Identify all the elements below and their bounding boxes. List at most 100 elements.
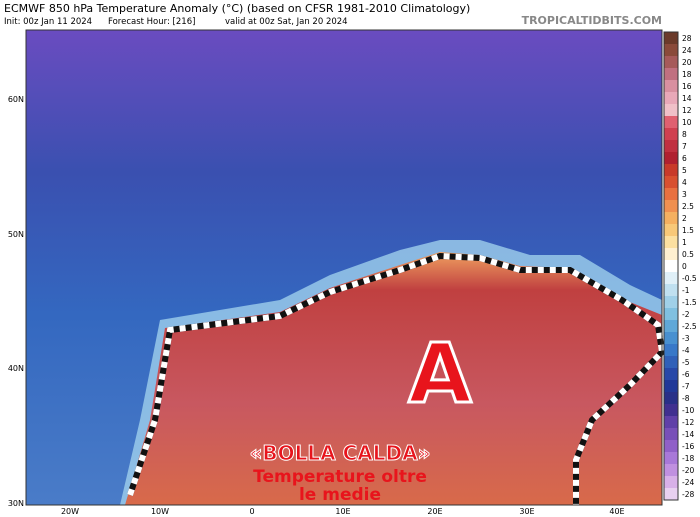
colorbar-label: -8 bbox=[682, 394, 690, 403]
colorbar-label: 18 bbox=[682, 70, 692, 79]
colorbar-swatch bbox=[664, 356, 678, 369]
colorbar-label: -0.5 bbox=[682, 274, 697, 283]
colorbar-label: 7 bbox=[682, 142, 687, 151]
colorbar-swatch bbox=[664, 128, 678, 141]
colorbar-label: 4 bbox=[682, 178, 687, 187]
colorbar-label: 20 bbox=[682, 58, 692, 67]
colorbar-swatch bbox=[664, 44, 678, 57]
longitude-label: 20W bbox=[61, 507, 79, 516]
colorbar-label: 12 bbox=[682, 106, 692, 115]
init-time: Init: 00z Jan 11 2024 bbox=[4, 17, 92, 27]
title: ECMWF 850 hPa Temperature Anomaly (°C) (… bbox=[4, 2, 470, 15]
colorbar-swatch bbox=[664, 188, 678, 201]
colorbar-swatch bbox=[664, 404, 678, 417]
site-credit: TROPICALTIDBITS.COM bbox=[522, 14, 662, 27]
colorbar-label: 1.5 bbox=[682, 226, 694, 235]
colorbar-swatch bbox=[664, 296, 678, 309]
colorbar-label: -18 bbox=[682, 454, 694, 463]
colorbar-swatch bbox=[664, 236, 678, 249]
colorbar-label: -28 bbox=[682, 490, 694, 499]
colorbar-swatch bbox=[664, 68, 678, 81]
longitude-label: 0 bbox=[249, 507, 254, 516]
colorbar-swatch bbox=[664, 344, 678, 357]
colorbar-swatch bbox=[664, 308, 678, 321]
colorbar-swatch bbox=[664, 428, 678, 441]
colorbar-swatch bbox=[664, 200, 678, 213]
colorbar-label: -1 bbox=[682, 286, 690, 295]
colorbar-frame bbox=[663, 31, 679, 501]
colorbar-label: -12 bbox=[682, 418, 694, 427]
colorbar-label: -5 bbox=[682, 358, 690, 367]
colorbar-label: 2.5 bbox=[682, 202, 694, 211]
colorbar-swatch bbox=[664, 224, 678, 237]
colorbar-swatch bbox=[664, 464, 678, 477]
colorbar-swatch bbox=[664, 32, 678, 45]
colorbar-swatch bbox=[664, 272, 678, 285]
longitude-label: 40E bbox=[609, 507, 624, 516]
colorbar-label: -10 bbox=[682, 406, 694, 415]
colorbar-label: 0.5 bbox=[682, 250, 694, 259]
colorbar-label: -24 bbox=[682, 478, 694, 487]
colorbar-label: -3 bbox=[682, 334, 690, 343]
subtitle-line: Temperature oltre bbox=[253, 467, 427, 487]
colorbar-swatch bbox=[664, 104, 678, 117]
colorbar-swatch bbox=[664, 164, 678, 177]
colorbar-label: -16 bbox=[682, 442, 694, 451]
longitude-label: 10W bbox=[151, 507, 169, 516]
latitude-label: 30N bbox=[8, 499, 24, 508]
warm-area bbox=[125, 252, 662, 505]
high-marker: A bbox=[408, 327, 472, 422]
colorbar-label: 0 bbox=[682, 262, 687, 271]
colorbar-label: 24 bbox=[682, 46, 692, 55]
colorbar-label: 1 bbox=[682, 238, 687, 247]
colorbar-swatch bbox=[664, 416, 678, 429]
colorbar-label: -1.5 bbox=[682, 298, 697, 307]
colorbar-swatch bbox=[664, 452, 678, 465]
colorbar-swatch bbox=[664, 260, 678, 273]
colorbar-label: 3 bbox=[682, 190, 687, 199]
colorbar-label: 10 bbox=[682, 118, 692, 127]
colorbar-swatch bbox=[664, 392, 678, 405]
colorbar-label: -7 bbox=[682, 382, 690, 391]
colorbar-swatch bbox=[664, 140, 678, 153]
colorbar-swatch bbox=[664, 92, 678, 105]
colorbar-label: -14 bbox=[682, 430, 694, 439]
longitude-label: 30E bbox=[519, 507, 534, 516]
colorbar-label: 8 bbox=[682, 130, 687, 139]
colorbar-swatch bbox=[664, 332, 678, 345]
colorbar-swatch bbox=[664, 80, 678, 93]
warm-boundary-dashes bbox=[127, 252, 666, 505]
colorbar-swatch bbox=[664, 380, 678, 393]
colorbar-swatch bbox=[664, 152, 678, 165]
valid-time: valid at 00z Sat, Jan 20 2024 bbox=[225, 17, 348, 27]
colorbar-swatch bbox=[664, 440, 678, 453]
colorbar-swatch bbox=[664, 212, 678, 225]
colorbar-label: 5 bbox=[682, 166, 687, 175]
latitude-label: 50N bbox=[8, 230, 24, 239]
colorbar-label: -2 bbox=[682, 310, 690, 319]
longitude-label: 20E bbox=[427, 507, 442, 516]
colorbar-swatch bbox=[664, 476, 678, 489]
colorbar-swatch bbox=[664, 56, 678, 69]
latitude-label: 40N bbox=[8, 364, 24, 373]
longitude-label: 10E bbox=[335, 507, 350, 516]
colorbar-label: -6 bbox=[682, 370, 690, 379]
colorbar-label: 28 bbox=[682, 34, 692, 43]
colorbar-swatch bbox=[664, 284, 678, 297]
colorbar-label: 16 bbox=[682, 82, 692, 91]
colorbar-swatch bbox=[664, 320, 678, 333]
forecast-hour: Forecast Hour: [216] bbox=[108, 17, 195, 27]
colorbar-label: 6 bbox=[682, 154, 687, 163]
colorbar-label: 14 bbox=[682, 94, 692, 103]
colorbar-label: 2 bbox=[682, 214, 687, 223]
colorbar-swatch bbox=[664, 488, 678, 501]
colorbar-swatch bbox=[664, 116, 678, 129]
colorbar-label: -2.5 bbox=[682, 322, 697, 331]
colorbar-label: -20 bbox=[682, 466, 694, 475]
colorbar-swatch bbox=[664, 368, 678, 381]
map-frame bbox=[25, 29, 663, 506]
latitude-label: 60N bbox=[8, 95, 24, 104]
subtitle-line: le medie bbox=[299, 485, 381, 505]
